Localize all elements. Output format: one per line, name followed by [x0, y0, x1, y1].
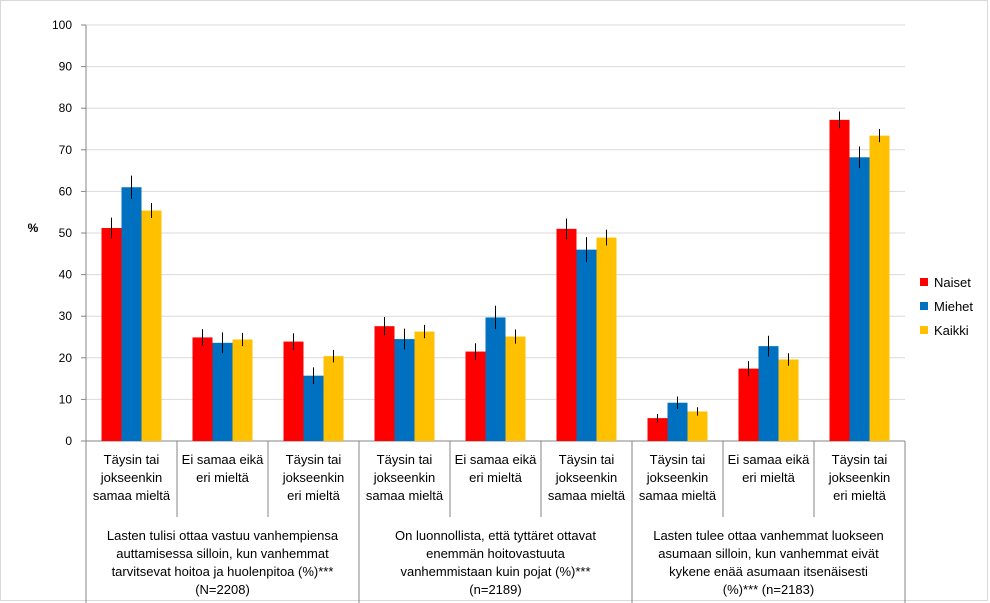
category-label-5-line-1: jokseenkin [555, 470, 617, 485]
category-label-0-line-2: samaa mieltä [93, 488, 171, 503]
bar-kaikki-2 [323, 356, 344, 441]
group-label-2-line-0: Lasten tulee ottaa vanhemmat luokseen [653, 528, 884, 543]
group-label-1-line-2: vanhemmistaan kuin pojat (%)*** [400, 564, 590, 579]
category-label-5-line-2: samaa mieltä [548, 488, 626, 503]
legend-label-kaikki: Kaikki [934, 322, 969, 338]
y-tick-label: 40 [59, 268, 73, 282]
group-label-0-line-1: auttamisessa silloin, kun vanhemmat [116, 546, 329, 561]
legend-item-miehet: Miehet [920, 294, 990, 318]
legend: Naiset Miehet Kaikki [920, 270, 990, 342]
bar-kaikki-5 [596, 237, 617, 441]
y-tick-label: 80 [59, 101, 73, 115]
bar-naiset-6 [647, 418, 668, 441]
legend-swatch-naiset [920, 278, 928, 286]
y-tick-label: 90 [59, 60, 73, 74]
group-label-1-line-1: enemmän hoitovastuuta [426, 546, 566, 561]
group-label-1-line-0: On luonnollista, että tyttäret ottavat [395, 528, 596, 543]
bar-naiset-4 [465, 351, 486, 441]
category-label-6-line-2: samaa mieltä [639, 488, 717, 503]
bar-miehet-5 [576, 249, 597, 441]
bar-kaikki-7 [778, 359, 799, 441]
y-tick-label: 50 [59, 226, 73, 240]
bar-miehet-7 [758, 346, 779, 441]
category-label-8-line-0: Täysin tai [832, 452, 888, 467]
legend-swatch-miehet [920, 302, 928, 310]
bar-kaikki-0 [141, 210, 162, 441]
y-tick-label: 0 [65, 434, 72, 448]
category-label-1-line-1: eri mieltä [196, 470, 250, 485]
y-tick-label: 10 [59, 392, 73, 406]
bar-kaikki-6 [687, 411, 708, 441]
category-label-6-line-0: Täysin tai [650, 452, 706, 467]
category-label-2-line-2: eri mieltä [287, 488, 341, 503]
bar-kaikki-8 [869, 135, 890, 441]
category-label-3-line-0: Täysin tai [377, 452, 433, 467]
y-tick-label: 100 [52, 18, 72, 32]
bar-miehet-1 [212, 342, 233, 441]
bar-miehet-6 [667, 402, 688, 441]
category-label-7-line-1: eri mieltä [742, 470, 796, 485]
bar-kaikki-4 [505, 336, 526, 441]
category-label-5-line-0: Täysin tai [559, 452, 615, 467]
group-label-0-line-2: tarvitsevat hoitoa ja huolenpitoa (%)*** [112, 564, 334, 579]
category-label-0-line-1: jokseenkin [100, 470, 162, 485]
bar-miehet-8 [849, 157, 870, 441]
group-label-0-line-3: (N=2208) [195, 582, 250, 597]
category-label-8-line-1: jokseenkin [828, 470, 890, 485]
bar-naiset-5 [556, 228, 577, 441]
y-tick-label: 60 [59, 184, 73, 198]
category-label-8-line-2: eri mieltä [833, 488, 887, 503]
bar-naiset-3 [374, 326, 395, 441]
bar-miehet-0 [121, 187, 142, 441]
category-label-3-line-2: samaa mieltä [366, 488, 444, 503]
legend-item-kaikki: Kaikki [920, 318, 990, 342]
legend-item-naiset: Naiset [920, 270, 990, 294]
category-label-4-line-0: Ei samaa eikä [455, 452, 537, 467]
y-tick-label: 70 [59, 143, 73, 157]
category-label-3-line-1: jokseenkin [373, 470, 435, 485]
bar-naiset-7 [738, 368, 759, 441]
group-label-2-line-1: asumaan silloin, kun vanhemmat eivät [658, 546, 879, 561]
bar-naiset-2 [283, 341, 304, 441]
bar-naiset-1 [192, 337, 213, 441]
legend-label-naiset: Naiset [934, 274, 971, 290]
bar-kaikki-3 [414, 331, 435, 441]
category-label-6-line-1: jokseenkin [646, 470, 708, 485]
bar-miehet-3 [394, 339, 415, 441]
bar-naiset-8 [829, 119, 850, 442]
category-label-4-line-1: eri mieltä [469, 470, 523, 485]
bar-naiset-0 [101, 228, 122, 441]
group-label-1-line-3: (n=2189) [469, 582, 521, 597]
bar-miehet-4 [485, 317, 506, 441]
group-label-0-line-0: Lasten tulisi ottaa vastuu vanhempiensa [107, 528, 339, 543]
y-tick-label: 30 [59, 309, 73, 323]
legend-swatch-kaikki [920, 326, 928, 334]
bar-miehet-2 [303, 375, 324, 441]
legend-label-miehet: Miehet [934, 298, 974, 314]
bar-kaikki-1 [232, 339, 253, 441]
group-label-2-line-2: kykene enää asumaan itsenäisesti [669, 564, 868, 579]
y-axis-label: % [28, 221, 39, 235]
category-label-0-line-0: Täysin tai [104, 452, 160, 467]
group-label-2-line-3: (%)*** (n=2183) [723, 582, 814, 597]
category-label-2-line-0: Täysin tai [286, 452, 342, 467]
category-label-1-line-0: Ei samaa eikä [182, 452, 264, 467]
y-tick-label: 20 [59, 351, 73, 365]
category-label-7-line-0: Ei samaa eikä [728, 452, 810, 467]
category-label-2-line-1: jokseenkin [282, 470, 344, 485]
